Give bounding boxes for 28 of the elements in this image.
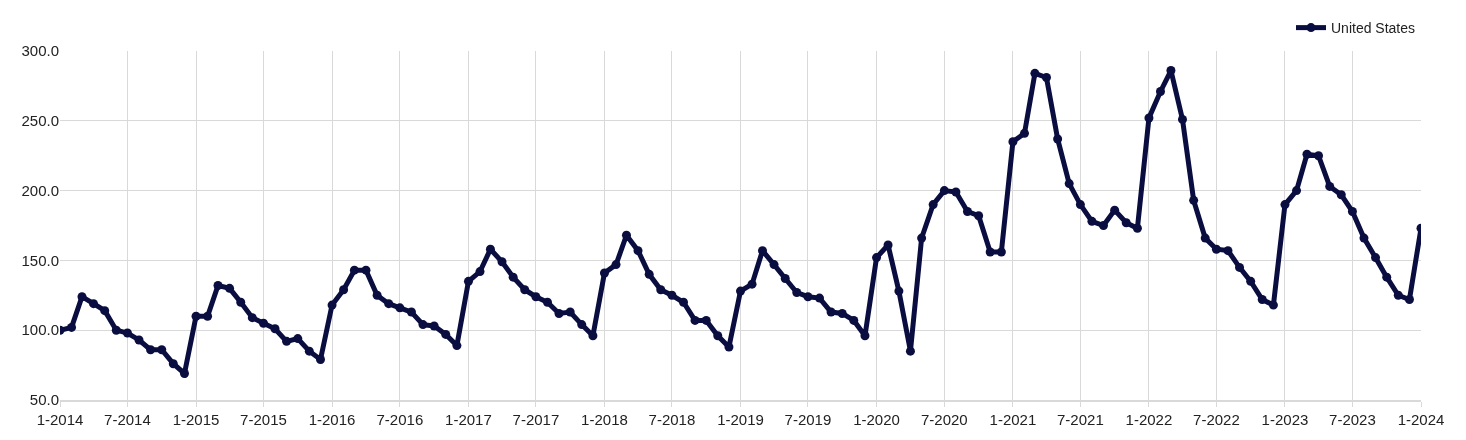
- y-tick-label: 50.0: [29, 391, 59, 409]
- x-tick-label: 7-2014: [104, 411, 151, 428]
- x-tick-label: 1-2015: [172, 411, 220, 428]
- x-tick-label: 7-2018: [648, 411, 696, 428]
- x-tick-label: 7-2022: [1193, 411, 1240, 428]
- y-tick-label: 200.0: [21, 181, 59, 199]
- x-tick-label: 7-2023: [1329, 411, 1376, 428]
- x-tick-label: 7-2016: [376, 411, 424, 428]
- x-tick-label: 7-2019: [784, 411, 832, 428]
- y-tick-label: 150.0: [21, 251, 59, 269]
- x-tick-label: 7-2015: [240, 411, 287, 428]
- x-tick-label: 1-2024: [1397, 411, 1445, 428]
- legend-label: United States: [1331, 20, 1416, 37]
- y-tick-label: 250.0: [21, 112, 59, 130]
- y-tick-label: 300.0: [21, 42, 59, 60]
- x-tick-label: 1-2023: [1261, 411, 1309, 428]
- x-tick-label: 1-2019: [717, 411, 764, 428]
- x-tick-label: 1-2022: [1125, 411, 1173, 428]
- x-tick-label: 1-2016: [308, 411, 356, 428]
- x-tick-label: 1-2017: [445, 411, 492, 428]
- x-tick-label: 7-2021: [1057, 411, 1104, 428]
- x-tick-label: 1-2020: [853, 411, 900, 428]
- y-tick-label: 100.0: [21, 321, 59, 339]
- x-tick-label: 7-2017: [512, 411, 560, 428]
- x-tick-label: 1-2021: [989, 411, 1037, 428]
- x-tick-label: 1-2018: [581, 411, 628, 428]
- x-tick-label: 7-2020: [920, 411, 968, 428]
- x-tick-label: 1-2014: [36, 411, 84, 428]
